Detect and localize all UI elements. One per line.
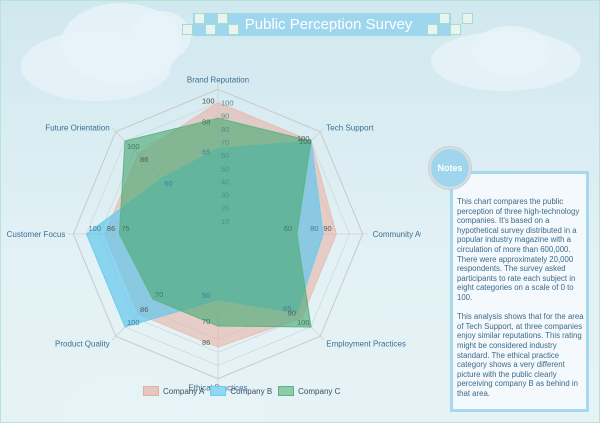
scale-tick-label: 60 [221,151,229,160]
data-label: 60 [164,179,172,188]
legend-swatch-b [210,386,227,396]
radar-chart: 1020304050607080901001009090868686866510… [7,75,421,391]
data-label: 50 [202,291,210,300]
legend-label: Company C [298,386,341,396]
checker-square [427,24,438,35]
data-label: 86 [107,224,115,233]
checker-square [205,24,216,35]
notes-badge: Notes [429,147,471,189]
series-polygon-company-c [118,117,312,328]
data-label: 75 [121,224,129,233]
legend-item-company-b: Company B [210,386,272,396]
legend-item-company-a: Company A [143,386,204,396]
legend-swatch-a [143,386,159,396]
notes-paragraph-1: This chart compares the public perceptio… [457,197,582,302]
notes-paragraph-2: This analysis shows that for the area of… [457,312,586,398]
data-label: 65 [202,148,210,157]
category-label: Product Quality [55,339,110,348]
data-label: 86 [140,305,148,314]
legend-label: Company A [163,386,205,396]
data-label: 90 [323,224,331,233]
data-label: 90 [288,309,296,318]
data-label: 100 [127,318,140,327]
checker-square [217,13,228,24]
data-label: 86 [202,338,210,347]
data-label: 100 [299,137,312,146]
data-label: 86 [140,155,148,164]
scale-tick-label: 100 [221,99,234,108]
checker-square [450,24,461,35]
notes-panel: This chart compares the public perceptio… [450,171,589,412]
data-label: 85 [283,304,291,313]
legend: Company A Company B Company C [143,386,346,396]
checker-square [439,13,450,24]
data-label: 100 [127,142,140,151]
data-label: 60 [284,224,292,233]
cloud-decoration [471,26,551,76]
radar-series [85,101,337,348]
checker-square [182,24,193,35]
scale-tick-label: 50 [221,164,229,173]
category-label: Brand Reputation [187,75,249,84]
scale-tick-label: 80 [221,125,229,134]
legend-label: Company B [230,386,273,396]
checker-square [228,24,239,35]
data-label: 70 [202,317,210,326]
data-label: 88 [202,117,210,126]
checker-square [462,13,473,24]
scale-tick-label: 70 [221,138,229,147]
scale-tick-label: 40 [221,177,229,186]
category-label: Tech Support [326,124,374,133]
legend-item-company-c: Company C [278,386,340,396]
data-label: 100 [89,224,102,233]
scale-tick-label: 10 [221,217,229,226]
scale-tick-label: 90 [221,112,229,121]
title-bar [193,13,451,36]
category-label: Community Awareness [373,230,421,239]
page-title: Public Perception Survey [244,16,413,33]
scale-tick-label: 30 [221,191,229,200]
category-label: Customer Focus [7,230,66,239]
legend-swatch-c [278,386,295,396]
data-label: 100 [299,137,312,146]
cloud-decoration [61,373,181,422]
data-label: 70 [155,290,163,299]
scale-tick-label: 20 [221,204,229,213]
radar-labels: 1020304050607080901001009090868686866510… [7,75,421,391]
category-label: Employment Practices [326,339,406,348]
data-label: 80 [310,224,318,233]
data-label: 100 [202,97,215,106]
data-label: 100 [297,134,310,143]
data-label: 100 [297,318,310,327]
cloud-decoration [131,11,191,61]
checker-square [194,13,205,24]
notes-text: This chart compares the public perceptio… [457,197,585,398]
title-banner: Public Perception Survey [181,12,476,38]
category-label: Future Orientation [45,124,109,133]
